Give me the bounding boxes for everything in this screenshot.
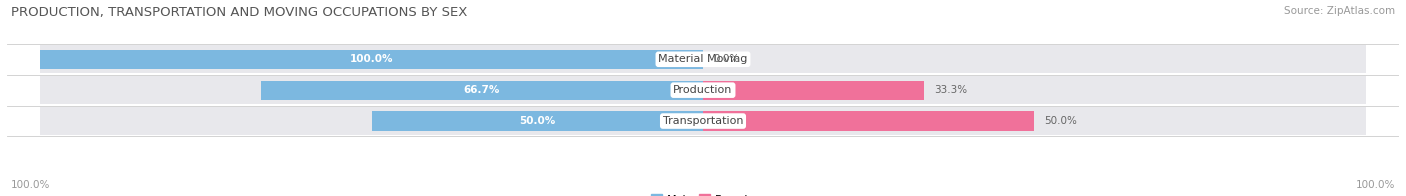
Text: Production: Production <box>673 85 733 95</box>
Text: 0.0%: 0.0% <box>713 54 740 64</box>
Legend: Male, Female: Male, Female <box>647 190 759 196</box>
Bar <box>41 107 1365 135</box>
Text: Transportation: Transportation <box>662 116 744 126</box>
Bar <box>262 81 703 100</box>
Text: PRODUCTION, TRANSPORTATION AND MOVING OCCUPATIONS BY SEX: PRODUCTION, TRANSPORTATION AND MOVING OC… <box>11 6 468 19</box>
Text: 50.0%: 50.0% <box>519 116 555 126</box>
Text: 100.0%: 100.0% <box>350 54 394 64</box>
Text: 33.3%: 33.3% <box>934 85 967 95</box>
Bar <box>703 112 1035 131</box>
Text: Material Moving: Material Moving <box>658 54 748 64</box>
Bar <box>41 76 1365 104</box>
Bar <box>41 50 703 69</box>
Text: 100.0%: 100.0% <box>11 180 51 190</box>
Text: 66.7%: 66.7% <box>464 85 501 95</box>
Text: 50.0%: 50.0% <box>1045 116 1077 126</box>
Bar <box>703 81 924 100</box>
Text: Source: ZipAtlas.com: Source: ZipAtlas.com <box>1284 6 1395 16</box>
Bar <box>371 112 703 131</box>
Bar <box>41 45 1365 73</box>
Text: 100.0%: 100.0% <box>1355 180 1395 190</box>
